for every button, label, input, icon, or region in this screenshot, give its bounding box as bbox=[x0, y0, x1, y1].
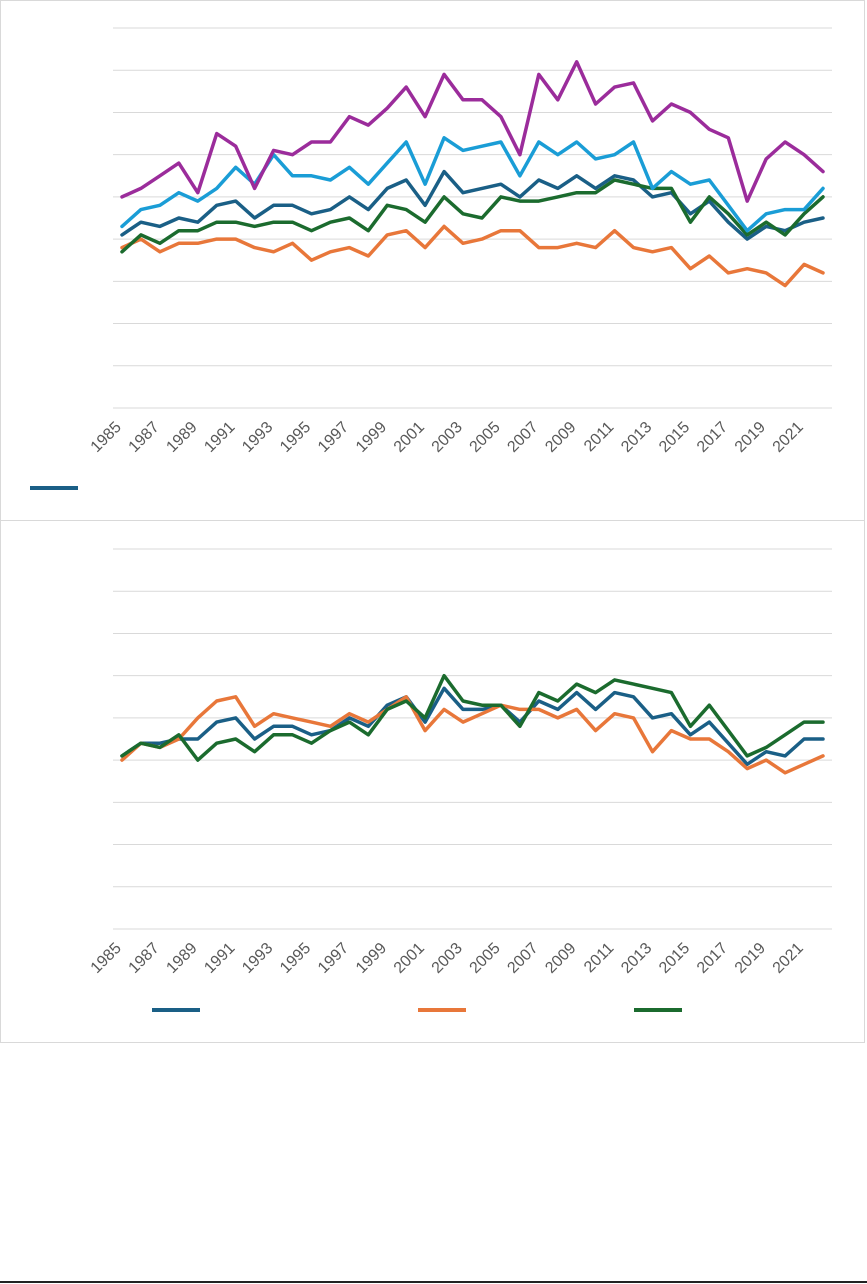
bottom-chart-border bbox=[0, 520, 865, 1043]
page-bottom-rule bbox=[0, 1281, 867, 1283]
top-chart-series bbox=[120, 60, 825, 288]
top-chart-gridlines bbox=[113, 27, 832, 409]
top-chart-series-line-2 bbox=[120, 224, 825, 288]
bottom-chart-series-line-2 bbox=[120, 695, 825, 775]
top-chart-series-line-5 bbox=[120, 60, 825, 203]
bottom-chart-gridlines bbox=[113, 548, 832, 930]
top-chart-border bbox=[0, 0, 865, 521]
bottom-chart-series-line-1 bbox=[120, 686, 825, 767]
bottom-chart-series bbox=[120, 673, 825, 775]
top-chart-series-line-4 bbox=[120, 136, 825, 233]
top-chart-series-line-3 bbox=[120, 178, 825, 254]
bottom-chart-series-line-3 bbox=[120, 673, 825, 762]
bottom-chart: 1985 1987 1989 1991 1993 1995 1997 1999 2001 2003… bbox=[0, 520, 865, 1043]
top-chart: 1985 1987 1989 1991 1993 1995 1997 1999 2001 2003… bbox=[0, 0, 865, 521]
